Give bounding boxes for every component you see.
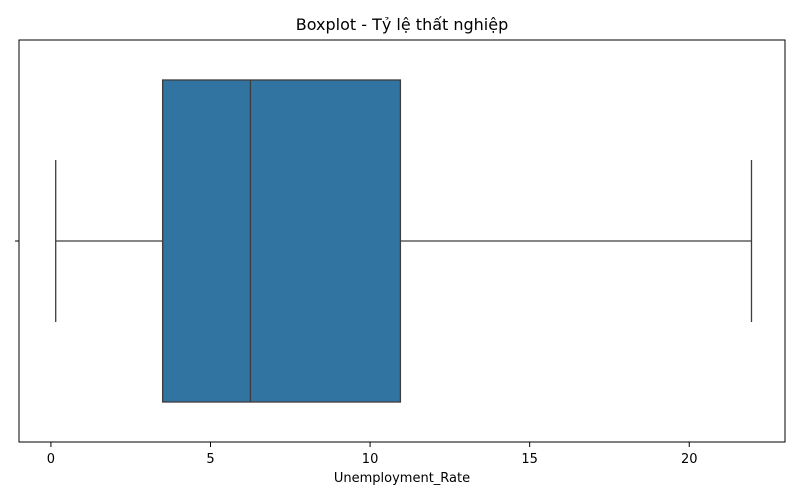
- x-tick-label: 5: [206, 452, 214, 467]
- box-group: [55, 79, 753, 403]
- x-tick-label: 20: [681, 452, 698, 467]
- x-axis-label: Unemployment_Rate: [334, 471, 470, 486]
- x-tick-label: 0: [47, 452, 55, 467]
- x-tick-label: 15: [521, 452, 538, 467]
- x-tick-label: 10: [362, 452, 379, 467]
- x-axis: 0 5 10 15 20: [47, 442, 698, 467]
- chart-title: Boxplot - Tỷ lệ thất nghiệp: [296, 15, 509, 34]
- iqr-box: [161, 79, 402, 403]
